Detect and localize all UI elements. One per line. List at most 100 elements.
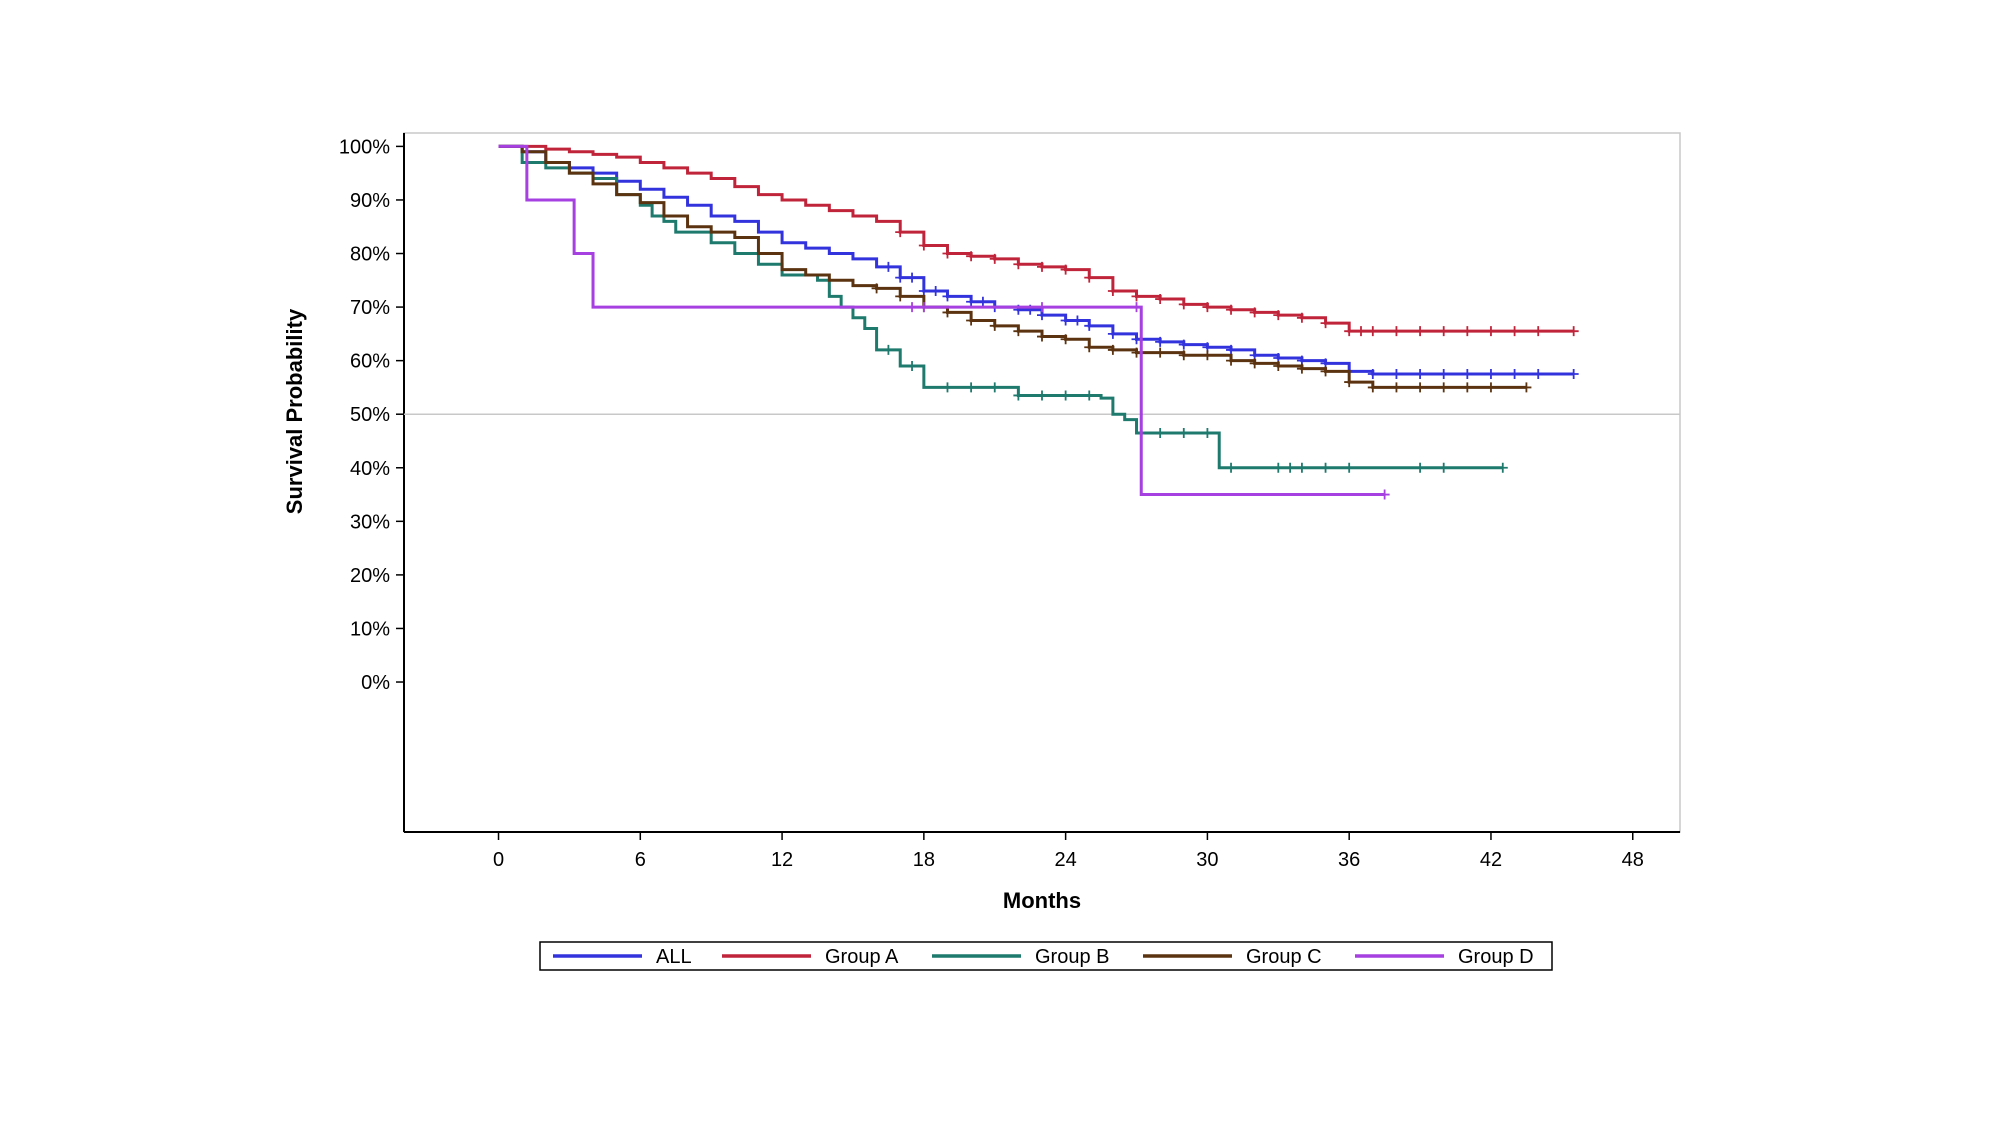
censor-mark <box>1226 344 1237 355</box>
censor-mark <box>1521 382 1532 393</box>
y-tick-label: 20% <box>350 565 390 587</box>
x-tick-label: 6 <box>635 849 646 871</box>
censor-mark <box>1344 462 1355 473</box>
censor-mark <box>1131 291 1142 302</box>
censor-mark <box>1178 299 1189 310</box>
censor-mark <box>1320 366 1331 377</box>
censor-mark <box>1060 264 1071 275</box>
series-line-group-d <box>498 144 1385 497</box>
x-axis-title: Months <box>1003 888 1081 913</box>
series-group-d <box>498 144 1390 500</box>
censor-mark <box>1037 390 1047 401</box>
censor-mark <box>1155 427 1166 438</box>
censor-mark <box>1568 326 1579 337</box>
censor-mark <box>1462 369 1473 380</box>
legend-label-all: ALL <box>656 946 692 968</box>
censor-mark <box>1356 326 1366 337</box>
censor-mark <box>895 291 906 302</box>
y-tick-label: 60% <box>350 351 390 373</box>
censor-mark <box>1107 286 1118 297</box>
censor-mark <box>1072 315 1083 326</box>
censor-mark <box>1013 390 1024 401</box>
censor-mark <box>1379 489 1390 500</box>
series-line-group-a <box>498 144 1574 333</box>
censor-mark <box>1273 462 1284 473</box>
legend-label-group-b: Group B <box>1035 946 1109 968</box>
censor-mark <box>1013 326 1024 337</box>
censor-mark <box>1037 261 1047 272</box>
censor-mark <box>966 382 977 393</box>
censor-mark <box>1296 462 1307 473</box>
censor-mark <box>1485 382 1496 393</box>
censor-mark <box>1155 347 1166 358</box>
censor-mark <box>1438 369 1449 380</box>
censor-mark <box>1084 390 1095 401</box>
censor-mark <box>1438 382 1449 393</box>
y-tick-label: 10% <box>350 618 390 640</box>
x-tick-label: 12 <box>771 849 793 871</box>
censor-mark <box>1344 377 1355 388</box>
censor-mark <box>1462 382 1473 393</box>
series-group-c <box>498 144 1532 393</box>
censor-mark <box>1509 326 1520 337</box>
series-group-b <box>498 144 1508 473</box>
censor-mark <box>1155 294 1166 305</box>
legend-label-group-a: Group A <box>825 946 899 968</box>
censor-mark <box>907 272 918 283</box>
censor-mark <box>871 283 882 294</box>
censor-mark <box>1037 302 1047 313</box>
censor-mark <box>1084 272 1095 283</box>
censor-mark <box>1533 369 1544 380</box>
y-tick-label: 90% <box>350 190 390 212</box>
censor-mark <box>918 302 929 313</box>
censor-mark <box>1438 462 1449 473</box>
y-tick-label: 0% <box>361 672 390 694</box>
censor-mark <box>1391 326 1402 337</box>
axis-layer: 0% 10% 20% 30% 40% 50% 60% 70% 80% 90% 100% 0 6 12 18 2… <box>339 136 1644 871</box>
x-tick-label: 18 <box>913 849 935 871</box>
censor-mark <box>966 315 977 326</box>
censor-mark <box>1273 361 1284 371</box>
plot-frame <box>403 132 1681 833</box>
censor-mark <box>1285 462 1296 473</box>
censor-mark <box>989 320 1000 331</box>
censor-mark <box>1226 462 1237 473</box>
legend-box <box>539 941 1553 971</box>
y-tick-label: 80% <box>350 244 390 266</box>
censor-mark <box>1060 390 1071 401</box>
censor-mark <box>1367 369 1378 380</box>
censor-mark <box>1060 334 1071 345</box>
series-group-a <box>498 144 1579 337</box>
censor-mark <box>1037 331 1047 342</box>
censor-mark <box>895 227 906 238</box>
censor-mark <box>1296 312 1307 323</box>
censor-mark <box>1497 462 1508 473</box>
censor-mark <box>1415 369 1426 380</box>
censor-mark <box>883 344 894 355</box>
x-tick-label: 24 <box>1055 849 1077 871</box>
legend: ALL Group A Group B Group C Group D <box>539 941 1553 971</box>
censor-mark <box>1084 342 1095 353</box>
censor-mark <box>1013 259 1024 270</box>
censor-mark <box>1415 326 1426 337</box>
censor-mark <box>1107 328 1118 339</box>
censor-mark <box>966 251 977 262</box>
censor-mark <box>1344 326 1355 337</box>
censor-mark <box>1438 326 1449 337</box>
censor-mark <box>1202 350 1213 361</box>
censor-mark <box>1509 369 1520 380</box>
censor-mark <box>1273 310 1284 321</box>
censor-mark <box>1485 326 1496 337</box>
censor-mark <box>1462 326 1473 337</box>
censor-mark <box>1391 382 1402 393</box>
censor-mark <box>918 240 929 251</box>
series-line-all <box>498 144 1574 376</box>
legend-label-group-d: Group D <box>1458 946 1534 968</box>
censor-mark <box>1084 320 1095 331</box>
series-layer <box>498 144 1579 500</box>
censor-mark <box>1249 358 1260 369</box>
y-tick-label: 30% <box>350 511 390 533</box>
censor-mark <box>1226 355 1237 366</box>
censor-mark <box>989 382 1000 393</box>
censor-mark <box>895 272 906 283</box>
